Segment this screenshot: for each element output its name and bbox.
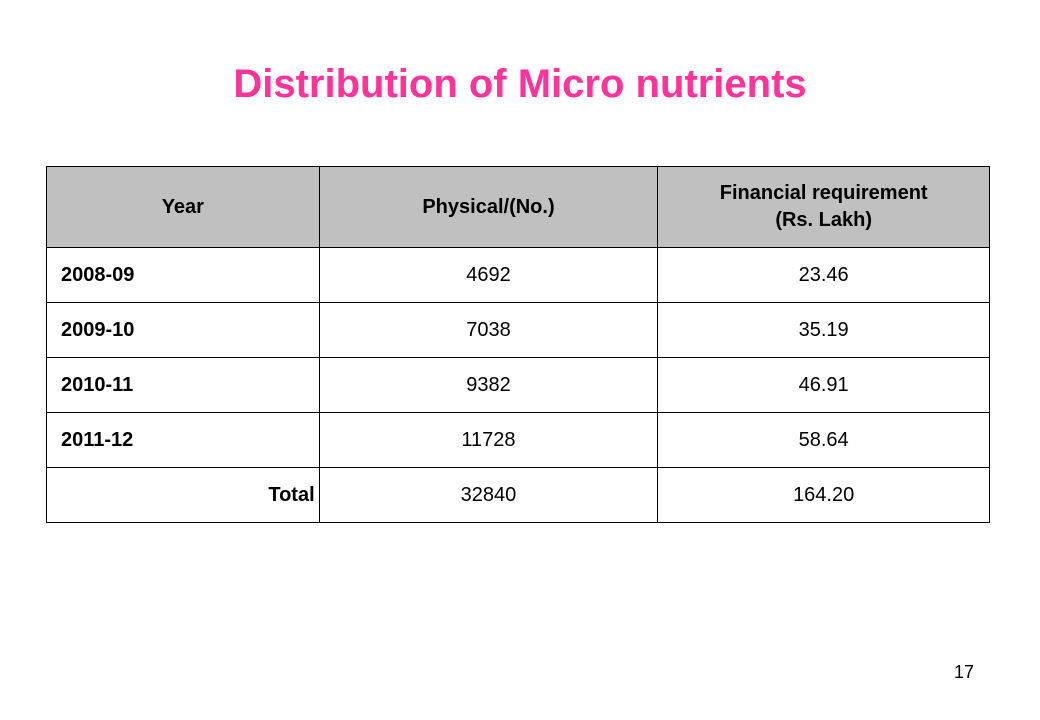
cell-physical: 4692 bbox=[318, 247, 659, 303]
table-row: 2009-10 7038 35.19 bbox=[46, 302, 990, 358]
table-row: 2011-12 11728 58.64 bbox=[46, 412, 990, 468]
cell-year: 2010-11 bbox=[46, 357, 320, 413]
total-row: Total 32840 164.20 bbox=[46, 467, 990, 523]
header-physical: Physical/(No.) bbox=[318, 166, 659, 248]
table-row: 2008-09 4692 23.46 bbox=[46, 247, 990, 303]
cell-financial: 46.91 bbox=[657, 357, 990, 413]
table-body: 2008-09 4692 23.46 2009-10 7038 35.19 20… bbox=[46, 247, 990, 523]
header-row: Year Physical/(No.) Financial requiremen… bbox=[46, 166, 990, 248]
micronutrient-table: Year Physical/(No.) Financial requiremen… bbox=[46, 166, 990, 523]
cell-physical: 7038 bbox=[318, 302, 659, 358]
table-header: Year Physical/(No.) Financial requiremen… bbox=[46, 166, 990, 248]
cell-year: 2011-12 bbox=[46, 412, 320, 468]
cell-financial: 23.46 bbox=[657, 247, 990, 303]
header-year: Year bbox=[46, 166, 320, 248]
cell-financial: 58.64 bbox=[657, 412, 990, 468]
header-financial: Financial requirement (Rs. Lakh) bbox=[657, 166, 990, 248]
cell-year: 2009-10 bbox=[46, 302, 320, 358]
cell-total-financial: 164.20 bbox=[657, 467, 990, 523]
cell-physical: 11728 bbox=[318, 412, 659, 468]
header-financial-line2: (Rs. Lakh) bbox=[775, 209, 872, 231]
cell-year: 2008-09 bbox=[46, 247, 320, 303]
slide-title: Distribution of Micro nutrients bbox=[233, 62, 807, 106]
cell-financial: 35.19 bbox=[657, 302, 990, 358]
page-number: 17 bbox=[953, 662, 974, 682]
header-financial-line1: Financial requirement bbox=[719, 182, 928, 204]
cell-total-physical: 32840 bbox=[318, 467, 659, 523]
cell-physical: 9382 bbox=[318, 357, 659, 413]
cell-total-label: Total bbox=[46, 467, 320, 523]
table-row: 2010-11 9382 46.91 bbox=[46, 357, 990, 413]
